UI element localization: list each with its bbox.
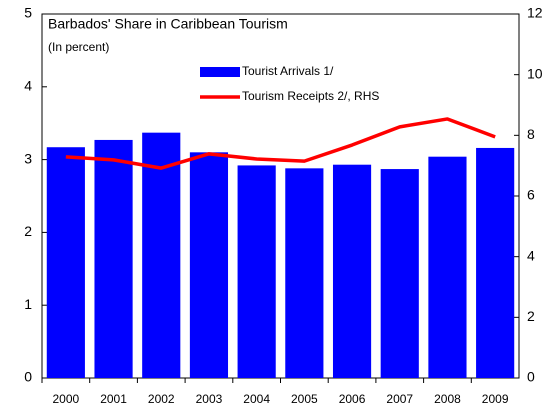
x-tick-label: 2009 xyxy=(482,392,509,406)
bar xyxy=(332,164,372,378)
legend-label: Tourist Arrivals 1/ xyxy=(242,64,334,78)
bar xyxy=(237,165,276,378)
bar xyxy=(189,152,229,378)
x-tick-label: 2008 xyxy=(434,392,461,406)
y2-tick-label: 12 xyxy=(527,5,543,21)
line xyxy=(65,117,496,170)
bar xyxy=(142,132,181,378)
x-tick-label: 2001 xyxy=(100,392,127,406)
x-tick-label: 2007 xyxy=(386,392,413,406)
x-tick-label: 2002 xyxy=(148,392,175,406)
y2-tick-label: 8 xyxy=(527,126,535,142)
y-tick-label: 2 xyxy=(24,223,32,239)
chart-title: Barbados' Share in Caribbean Tourism xyxy=(48,16,288,32)
chart-subtitle: (In percent) xyxy=(48,40,109,54)
y2-tick-label: 2 xyxy=(527,308,535,324)
bar xyxy=(285,168,324,378)
y-tick-label: 3 xyxy=(24,150,32,166)
y2-tick-label: 4 xyxy=(527,247,535,263)
legend-swatch xyxy=(200,67,240,77)
x-tick-label: 2003 xyxy=(196,392,223,406)
y-tick-label: 0 xyxy=(24,369,32,385)
y-tick-label: 4 xyxy=(24,78,32,94)
bar xyxy=(476,147,515,378)
x-tick-label: 2005 xyxy=(291,392,318,406)
y2-tick-label: 10 xyxy=(527,65,543,81)
bar xyxy=(46,147,85,378)
y2-tick-label: 0 xyxy=(527,369,535,385)
x-tick-label: 2004 xyxy=(243,392,270,406)
x-tick-label: 2000 xyxy=(52,392,79,406)
y-tick-label: 1 xyxy=(24,296,32,312)
legend-label: Tourism Receipts 2/, RHS xyxy=(242,89,379,103)
bar xyxy=(380,169,419,378)
x-tick-label: 2006 xyxy=(339,392,366,406)
y2-tick-label: 6 xyxy=(527,187,535,203)
bar xyxy=(428,156,467,378)
y-tick-label: 5 xyxy=(24,5,32,21)
bar xyxy=(94,139,133,378)
